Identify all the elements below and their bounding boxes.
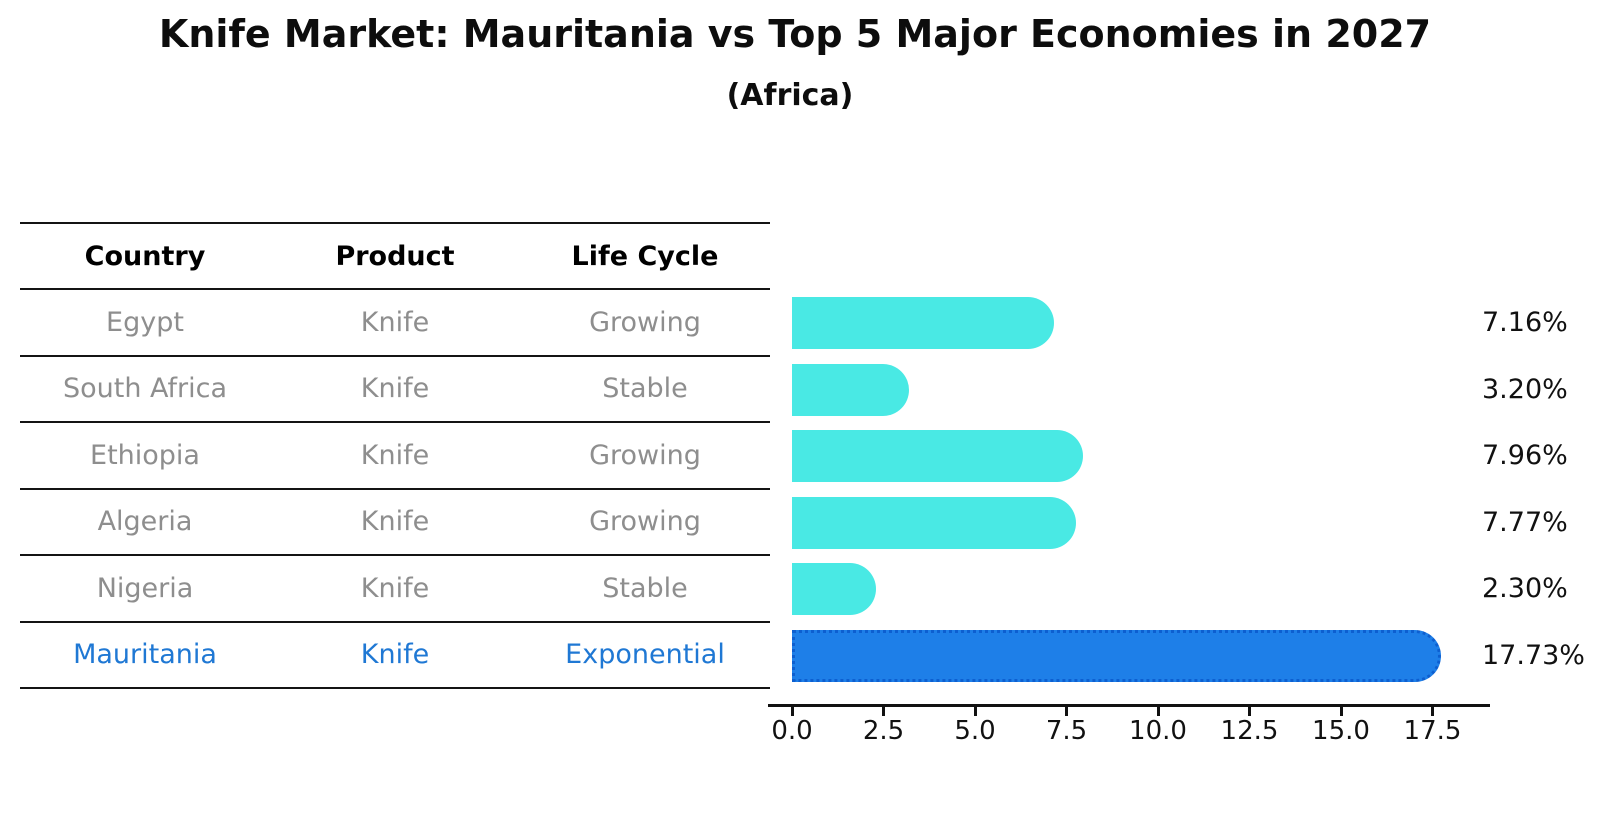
life-cycle-cell: Growing	[589, 506, 701, 538]
column-header-country: Country	[84, 240, 206, 272]
table-row: Egypt Knife Growing	[20, 290, 770, 357]
bar-egypt	[792, 297, 1054, 349]
table-header-row: Country Product Life Cycle	[20, 224, 770, 290]
table-row: Nigeria Knife Stable	[20, 556, 770, 623]
product-cell: Knife	[360, 439, 430, 471]
x-axis-tick-label: 15.0	[1312, 716, 1370, 746]
x-axis-tick-label: 7.5	[1045, 716, 1088, 746]
x-axis-tick-label: 10.0	[1129, 716, 1187, 746]
bar-value-label: 2.30%	[1482, 573, 1568, 604]
x-axis-tick-label: 0.0	[771, 716, 813, 746]
x-axis-tick	[1339, 707, 1343, 716]
product-cell: Knife	[360, 639, 430, 671]
life-cycle-cell: Growing	[589, 439, 701, 471]
life-cycle-cell: Exponential	[565, 639, 725, 671]
table-row: South Africa Knife Stable	[20, 357, 770, 423]
chart-title: Knife Market: Mauritania vs Top 5 Major …	[158, 12, 1432, 56]
x-axis-tick	[882, 707, 885, 716]
bar-value-label: 17.73%	[1482, 639, 1585, 671]
column-header-product: Product	[335, 240, 455, 272]
x-axis-tick	[1156, 707, 1160, 716]
chart-subtitle: (Africa)	[726, 78, 854, 113]
x-axis-tick	[1248, 707, 1251, 716]
x-axis-tick-label: 12.5	[1220, 716, 1279, 746]
country-cell: Egypt	[106, 306, 184, 338]
column-header-life-cycle: Life Cycle	[571, 240, 719, 272]
bar-mauritania	[792, 629, 1441, 682]
product-cell: Knife	[360, 572, 430, 604]
bar-nigeria	[792, 563, 876, 615]
product-cell: Knife	[360, 506, 430, 538]
table-row: Ethiopia Knife Growing	[20, 423, 770, 490]
x-axis-tick-label: 2.5	[862, 716, 905, 746]
country-table: Country Product Life Cycle Egypt Knife G…	[20, 222, 770, 689]
country-cell: Algeria	[97, 506, 193, 538]
x-axis-tick	[1431, 707, 1434, 716]
bar-algeria	[792, 496, 1076, 549]
life-cycle-cell: Stable	[602, 572, 688, 604]
x-axis-tick	[1065, 707, 1068, 716]
country-cell: Nigeria	[96, 572, 194, 604]
x-axis-tick-label: 17.5	[1403, 716, 1462, 746]
x-axis-tick	[973, 707, 977, 716]
x-axis-line	[768, 704, 1490, 707]
x-axis-tick-label: 5.0	[954, 716, 996, 746]
bar-value-label: 7.96%	[1482, 440, 1568, 471]
life-cycle-cell: Growing	[589, 306, 701, 338]
country-cell: Mauritania	[73, 639, 217, 671]
life-cycle-cell: Stable	[602, 373, 688, 405]
table-row: Algeria Knife Growing	[20, 490, 770, 556]
bar-value-label: 7.77%	[1482, 506, 1568, 538]
bar-value-label: 7.16%	[1482, 307, 1568, 338]
country-cell: South Africa	[62, 373, 228, 405]
bar-ethiopia	[792, 430, 1083, 482]
product-cell: Knife	[360, 373, 430, 405]
x-axis-tick	[790, 707, 794, 716]
country-cell: Ethiopia	[90, 439, 200, 471]
bar-value-label: 3.20%	[1482, 373, 1568, 405]
table-row-mauritania: Mauritania Knife Exponential	[20, 623, 770, 689]
bar-south-africa	[792, 363, 909, 416]
product-cell: Knife	[360, 306, 430, 338]
